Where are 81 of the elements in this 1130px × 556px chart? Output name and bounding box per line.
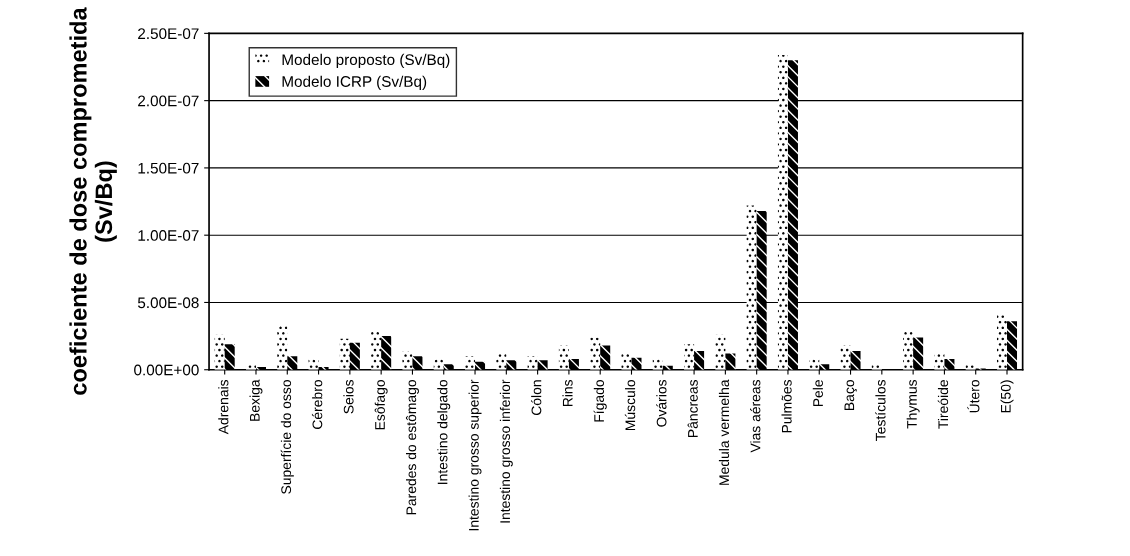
- bar: [840, 345, 851, 370]
- bar: [684, 344, 695, 370]
- x-tick-label: Baço: [844, 380, 858, 410]
- x-tick-label: Thymus: [906, 379, 920, 429]
- bar: [224, 344, 235, 370]
- x-tick-label: Adrenais: [218, 379, 229, 435]
- x-tick-label: Testículos: [875, 379, 886, 441]
- bar: [621, 353, 632, 370]
- x-tick-label: Pâncreas: [687, 379, 698, 437]
- x-tick-label: Vias aéreas: [750, 379, 761, 453]
- bar: [903, 332, 914, 370]
- bar: [809, 358, 820, 370]
- bar: [590, 337, 601, 370]
- bar: [568, 358, 579, 370]
- bar: [443, 364, 454, 370]
- x-tick-label: Intestino delgado: [437, 380, 451, 484]
- bar: [787, 60, 798, 370]
- bar: [996, 313, 1007, 370]
- x-tick-label: Intestino grosso superior: [468, 379, 482, 531]
- bar: [277, 323, 288, 370]
- x-tick-label: Ovários: [656, 379, 667, 427]
- y-tick-label: 0.00E+00: [134, 364, 199, 376]
- x-tick-label: Bexiga: [249, 379, 263, 421]
- bar: [496, 352, 507, 370]
- x-tick-label: Superfície do osso: [280, 380, 294, 494]
- bar: [287, 356, 298, 370]
- bar: [934, 353, 945, 370]
- bar: [558, 345, 569, 370]
- y-tick-label: 5.00E-08: [137, 297, 199, 309]
- bar: [850, 350, 861, 370]
- bar: [527, 356, 538, 370]
- bar: [777, 54, 788, 370]
- bar: [506, 360, 517, 370]
- y-axis-title: coeficiente de dose comprometida (Sv/Bq): [69, 7, 117, 395]
- bar: [725, 353, 736, 370]
- bar: [944, 358, 955, 370]
- x-tick-label: Rins: [562, 379, 573, 407]
- bar: [631, 357, 642, 370]
- bar: [433, 358, 444, 370]
- y-tick-label: 2.00E-07: [138, 95, 199, 107]
- x-tick-label: Seios: [343, 379, 354, 414]
- bar: [537, 360, 548, 370]
- bar: [1007, 321, 1018, 370]
- bar: [600, 345, 611, 370]
- y-tick-label: 2.50E-07: [138, 28, 199, 40]
- bar: [214, 334, 225, 370]
- bar: [371, 332, 382, 370]
- x-tick-label: Esôfago: [374, 380, 388, 430]
- bar: [465, 356, 476, 370]
- bar: [746, 205, 757, 370]
- bar: [412, 356, 423, 370]
- x-tick-label: Paredes do estômago: [405, 380, 419, 515]
- bar: [913, 337, 924, 370]
- legend-label: Modelo proposto (Sv/Bq): [282, 53, 450, 69]
- bar: [339, 338, 350, 370]
- bar: [652, 358, 663, 370]
- bar: [349, 342, 360, 370]
- x-tick-label: Medula vermelha: [718, 379, 730, 485]
- bar: [965, 363, 976, 370]
- x-tick-label: E(50): [1000, 380, 1014, 413]
- x-tick-label: Músculo: [624, 380, 636, 431]
- x-tick-label: Pele: [812, 380, 823, 407]
- bar: [715, 334, 726, 370]
- bar: [756, 210, 767, 370]
- bar: [245, 364, 256, 370]
- x-tick-label: Cérebro: [311, 380, 323, 429]
- legend-label: Modelo ICRP (Sv/Bq): [282, 75, 427, 90]
- x-tick-label: Útero: [967, 380, 980, 413]
- x-tick-label: Tireóide: [937, 380, 949, 429]
- x-tick-label: Fígado: [593, 380, 607, 422]
- bar: [871, 364, 882, 370]
- bar: [381, 336, 392, 370]
- y-tick-label: 1.50E-07: [138, 162, 199, 174]
- y-tick-label: 1.00E-07: [138, 230, 199, 241]
- x-tick-label: Pulmões: [781, 379, 792, 433]
- bar: [308, 358, 319, 370]
- x-tick-label: Intestino grosso inferior: [499, 379, 513, 523]
- bar: [402, 350, 413, 370]
- bar: [819, 364, 830, 370]
- x-tick-label: Cólon: [530, 380, 542, 416]
- bar: [694, 350, 705, 370]
